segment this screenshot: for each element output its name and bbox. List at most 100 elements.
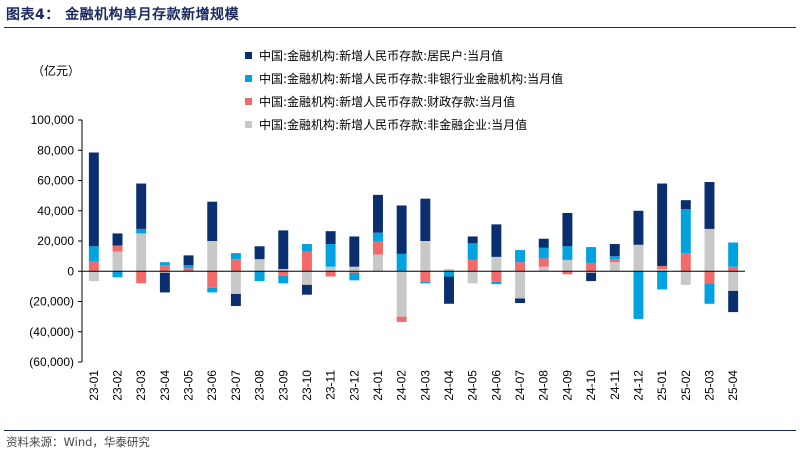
bar-fiscal-23-07	[230, 259, 241, 272]
bar-household-23-03	[136, 183, 147, 229]
x-tick-label: 24-08	[537, 370, 551, 401]
bar-household-23-04	[159, 272, 170, 293]
x-tick-label: 24-09	[560, 370, 574, 401]
bar-household-25-03	[704, 182, 715, 229]
bar-fiscal-24-06	[491, 271, 502, 282]
bar-fiscal-23-03	[136, 271, 147, 284]
bar-nonbank-23-09	[278, 275, 289, 284]
y-axis-unit-label: （亿元）	[32, 64, 81, 78]
bar-household-25-04	[728, 290, 739, 313]
bar-household-23-01	[88, 152, 99, 247]
bar-fiscal-23-02	[112, 245, 123, 252]
bar-corporate-23-09	[278, 268, 289, 272]
bar-corporate-24-05	[467, 271, 478, 284]
source-note: 资料来源：Wind，华泰研究	[6, 435, 150, 449]
y-tick-label: 60,000	[37, 174, 74, 188]
legend: 中国:金融机构:新增人民币存款:居民户:当月值中国:金融机构:新增人民币存款:非…	[245, 48, 563, 132]
bar-nonbank-24-10	[586, 247, 597, 263]
x-tick-label: 24-10	[584, 370, 598, 401]
bar-household-24-03	[420, 198, 431, 241]
bar-fiscal-23-05	[183, 268, 194, 272]
x-tick-label: 23-02	[111, 370, 125, 401]
bar-nonbank-23-06	[207, 287, 218, 293]
bar-fiscal-23-11	[325, 271, 336, 277]
bar-household-24-04	[444, 276, 454, 304]
legend-label-nonbank: 中国:金融机构:新增人民币存款:非银行业金融机构:当月值	[259, 71, 563, 86]
bar-nonbank-23-10	[301, 244, 312, 252]
bar-nonbank-23-11	[325, 244, 336, 267]
y-tick-label: (20,000)	[29, 295, 74, 309]
bar-household-23-09	[278, 230, 289, 269]
bar-nonbank-25-04	[728, 242, 739, 267]
x-tick-label: 25-03	[702, 370, 716, 401]
bar-nonbank-23-04	[159, 262, 170, 266]
x-tick-label: 23-05	[182, 370, 196, 401]
bar-fiscal-23-01	[88, 261, 99, 272]
y-axis: 100,000 80,000 60,000 40,000 20,000 0 (20,000)…	[29, 113, 83, 369]
bar-corporate-24-12	[633, 244, 644, 272]
x-tick-label: 24-12	[631, 370, 645, 401]
legend-label-corporate: 中国:金融机构:新增人民币存款:非金融企业:当月值	[259, 117, 527, 132]
x-tick-label: 23-08	[253, 370, 267, 401]
y-tick-label: 20,000	[37, 234, 74, 248]
x-tick-label: 23-06	[205, 370, 219, 401]
legend-label-fiscal: 中国:金融机构:新增人民币存款:财政存款:当月值	[259, 94, 515, 109]
x-tick-label: 24-02	[395, 370, 409, 401]
title-bar: 图表4： 金融机构单月存款新增规模	[4, 2, 796, 28]
bar-fiscal-24-03	[420, 271, 431, 282]
chart-title: 图表4： 金融机构单月存款新增规模	[6, 7, 240, 23]
bar-fiscal-25-02	[680, 253, 691, 272]
bar-household-23-07	[230, 293, 241, 307]
bar-household-24-07	[515, 298, 526, 304]
bar-corporate-23-04	[159, 271, 170, 273]
bar-nonbank-23-03	[136, 228, 147, 234]
bar-nonbank-25-03	[704, 283, 715, 304]
bar-nonbank-24-05	[467, 243, 478, 260]
x-tick-label: 23-03	[134, 370, 148, 401]
bar-nonbank-24-08	[538, 247, 549, 259]
bar-corporate-24-09	[562, 259, 573, 272]
bar-corporate-23-11	[325, 266, 336, 272]
bars	[88, 152, 739, 322]
bar-corporate-24-01	[373, 254, 383, 272]
bar-fiscal-24-02	[396, 316, 407, 322]
bar-fiscal-23-04	[159, 265, 170, 272]
bar-household-24-09	[562, 213, 573, 247]
x-tick-label: 24-05	[466, 370, 480, 401]
x-tick-label: 23-04	[158, 370, 172, 401]
title-divider	[4, 27, 796, 28]
bar-nonbank-24-06	[491, 281, 502, 285]
bar-corporate-24-02	[396, 271, 407, 317]
legend-swatch-corporate	[245, 121, 252, 128]
bar-corporate-24-03	[420, 241, 431, 272]
bar-household-23-12	[349, 236, 360, 267]
x-tick-label: 25-02	[679, 370, 693, 401]
legend-swatch-household	[245, 52, 252, 59]
legend-swatch-nonbank	[245, 75, 252, 82]
bar-fiscal-24-05	[467, 259, 478, 272]
x-tick-label: 23-01	[87, 370, 101, 401]
bar-nonbank-25-02	[680, 209, 691, 254]
bar-corporate-23-02	[112, 251, 123, 272]
bar-corporate-24-08	[538, 266, 549, 272]
bar-corporate-24-11	[609, 262, 620, 272]
x-tick-label: 23-07	[229, 370, 243, 401]
bar-nonbank-24-01	[373, 232, 383, 242]
bar-corporate-24-04	[444, 268, 454, 272]
bar-corporate-23-06	[207, 241, 218, 272]
x-tick-label: 23-10	[300, 370, 314, 401]
bar-fiscal-23-06	[207, 271, 218, 288]
bar-nonbank-23-07	[230, 253, 241, 260]
bar-fiscal-24-09	[562, 271, 573, 275]
x-tick-label: 23-11	[324, 370, 338, 400]
x-tick-label: 23-12	[347, 370, 361, 401]
bar-household-25-01	[657, 183, 668, 266]
bar-fiscal-23-12	[349, 271, 360, 273]
bar-corporate-23-03	[136, 233, 147, 272]
bar-nonbank-24-12	[633, 271, 644, 319]
y-tick-label: 40,000	[37, 204, 74, 218]
bar-nonbank-24-03	[420, 281, 431, 284]
bar-fiscal-25-01	[657, 265, 668, 269]
bar-household-24-11	[609, 244, 620, 257]
bar-household-23-02	[112, 233, 123, 246]
